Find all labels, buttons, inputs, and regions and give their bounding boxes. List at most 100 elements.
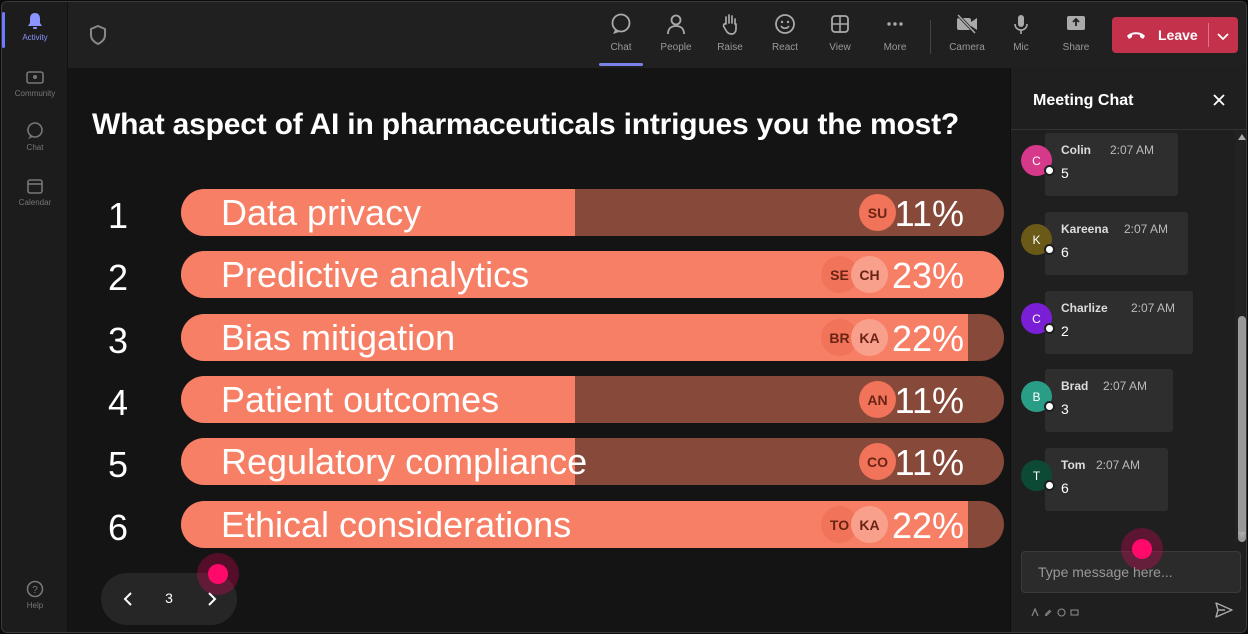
format-icon[interactable] [1031,604,1040,617]
scroll-thumb[interactable] [1238,316,1246,542]
option-percent: 11% [894,193,964,234]
message-text: 6 [1061,244,1069,260]
chat-icon [25,122,45,140]
toolbar-raise-button[interactable]: Raise [705,12,755,53]
toolbar-view-button[interactable]: View [815,12,865,53]
option-percent: 22% [891,505,964,546]
avatar[interactable]: K [1021,224,1055,255]
more-icon [883,12,907,36]
pointer-indicator [197,553,239,595]
toolbar-more-button[interactable]: More [870,12,920,53]
toolbar-share-button[interactable]: Share [1051,12,1101,53]
chevron-down-icon[interactable] [1216,29,1230,41]
voter-avatar: AN [859,381,896,418]
camera-off-icon [955,12,979,36]
shield-icon[interactable] [88,24,108,46]
toolbar-react-button[interactable]: React [760,12,810,53]
option-number: 5 [108,444,129,485]
leave-button[interactable]: Leave [1112,17,1238,53]
message-text: 5 [1061,165,1069,181]
chat-message-input[interactable] [1021,551,1241,593]
toolbar-label: Chat [610,42,632,53]
voter-avatar: BR [821,319,858,356]
toolbar-label: Raise [717,42,743,53]
rail-item-help[interactable]: ? Help [2,580,68,610]
sender-name: Brad [1061,379,1089,393]
poll-option-row: 6 Ethical considerations TO KA 22% [68,501,1010,549]
share-icon [1064,12,1088,36]
avatar[interactable]: C [1021,303,1055,334]
message-text: 2 [1061,323,1069,339]
scroll-down-icon[interactable] [1238,532,1246,538]
bell-icon [25,12,45,30]
poll-stage: What aspect of AI in pharmaceuticals int… [68,68,1010,632]
rail-item-calendar[interactable]: Calendar [2,177,68,207]
scroll-up-icon[interactable] [1238,134,1246,140]
chevron-left-icon[interactable] [121,590,135,608]
pointer-indicator [1121,528,1163,570]
message-time: 2:07 AM [1131,301,1176,315]
gif-icon[interactable] [1070,604,1079,616]
option-percent: 11% [894,380,964,421]
emoji-icon[interactable] [1057,604,1066,617]
avatar-initial: T [1032,468,1041,483]
avatar[interactable]: T [1021,460,1055,491]
message-bubble: Kareena 2:07 AM 6 [1045,212,1188,275]
option-bar: Ethical considerations TO KA 22% [181,501,1004,548]
hand-icon [718,12,742,36]
toolbar-label: View [829,42,851,53]
message-time: 2:07 AM [1110,143,1155,157]
option-bar: Predictive analytics SE CH 23% [181,251,1004,298]
message-text: 3 [1061,401,1069,417]
toolbar-mic-button[interactable]: Mic [996,12,1046,53]
avatar-initial: C [1032,153,1041,168]
toolbar-label: Camera [949,42,985,53]
option-bar: Patient outcomes AN 11% [181,376,1004,423]
attach-icon[interactable] [1044,604,1053,617]
rail-label: Activity [22,33,48,42]
rail-label: Help [26,601,44,610]
send-icon[interactable] [1215,602,1233,618]
meeting-toolbar: Chat People Raise React View [68,2,1246,68]
rail-item-chat[interactable]: Chat [2,122,68,152]
voter-avatar: KA [851,506,888,543]
avatar-initial: K [1032,232,1041,247]
option-bar: Data privacy SU 11% [181,189,1004,236]
toolbar-camera-button[interactable]: Camera [942,12,992,53]
phone-hangup-icon [1126,28,1146,42]
poll-option-row: 2 Predictive analytics SE CH 23% [68,251,1010,299]
chat-scrollbar[interactable] [1235,130,1246,542]
rail-item-activity[interactable]: Activity [2,12,68,48]
message-time: 2:07 AM [1124,222,1169,236]
message-time: 2:07 AM [1096,458,1141,472]
grid-icon [828,12,852,36]
avatar[interactable]: B [1021,381,1055,412]
voter-avatar: CO [859,443,896,480]
page-number: 3 [165,590,173,606]
avatar[interactable]: C [1021,145,1055,176]
toolbar-label: More [883,42,907,53]
voter-avatar: CH [851,256,888,293]
option-label: Ethical considerations [221,504,572,545]
toolbar-people-button[interactable]: People [651,12,701,53]
option-bar: Bias mitigation BR KA 22% [181,314,1004,361]
chevron-right-icon[interactable] [205,590,219,608]
chat-header: Meeting Chat [1011,68,1246,130]
compose-toolbar [1031,604,1079,617]
close-icon[interactable] [1211,92,1227,108]
option-label: Data privacy [221,192,422,233]
people-icon [664,12,688,36]
presence-status-icon [1044,401,1055,412]
rail-item-community[interactable]: Community [2,68,68,98]
message-text: 6 [1061,480,1069,496]
message-bubble: Tom 2:07 AM 6 [1045,448,1168,511]
poll-option-row: 3 Bias mitigation BR KA 22% [68,314,1010,362]
message-time: 2:07 AM [1103,379,1148,393]
toolbar-chat-button[interactable]: Chat [596,12,646,66]
smiley-icon [773,12,797,36]
option-bar: Regulatory compliance CO 11% [181,438,1004,485]
meeting-chat-panel: Meeting Chat Colin 2:07 AM 5 C Kareena 2:07 A… [1010,68,1246,632]
poll-question: What aspect of AI in pharmaceuticals int… [92,108,960,141]
sender-name: Tom [1061,458,1086,472]
